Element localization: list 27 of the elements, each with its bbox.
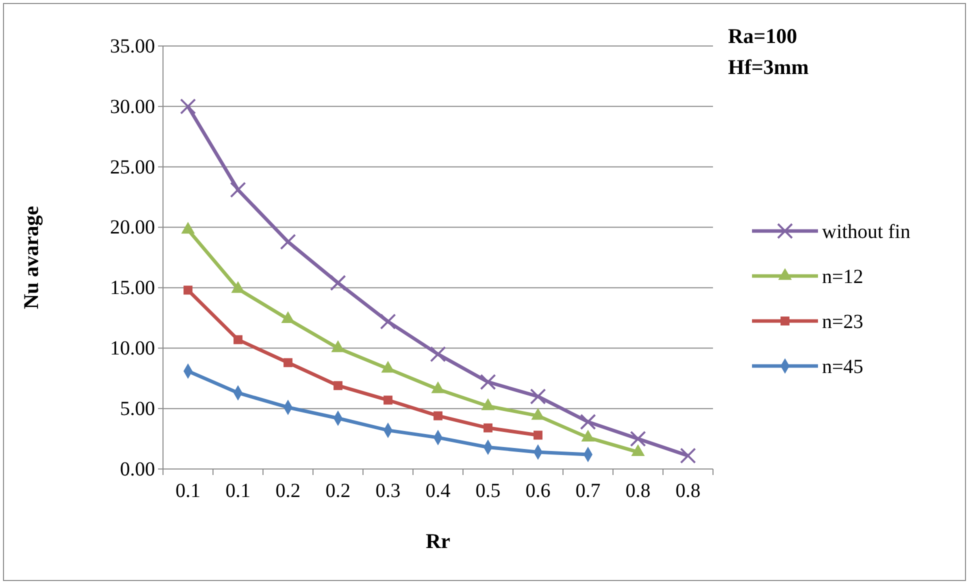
x-tick-label: 0.3 [376, 480, 400, 502]
text: Ra=100 [728, 24, 798, 48]
x-tick-label: 0.8 [626, 480, 650, 502]
x-tick-label: 0.6 [526, 480, 550, 502]
x-tick-label: 0.2 [276, 480, 300, 502]
y-tick-label: 35.00 [110, 35, 155, 58]
y-tick-label: 25.00 [110, 156, 155, 178]
legend-label: n=23 [822, 311, 864, 333]
y-tick-label: 20.00 [110, 216, 155, 239]
legend-label: n=45 [822, 356, 864, 378]
x-tick-label: 0.8 [676, 480, 700, 502]
x-tick-label: 0.1 [226, 480, 250, 502]
x-tick-label: 0.1 [176, 480, 200, 502]
legend-label: n=12 [822, 266, 864, 288]
y-tick-label: 5.00 [120, 398, 155, 420]
x-tick-label: 0.5 [476, 480, 500, 502]
x-tick-label: 0.2 [326, 480, 350, 502]
legend-label: without fin [822, 221, 910, 243]
x-tick-label: 0.7 [576, 480, 600, 502]
y-tick-label: 10.00 [110, 338, 155, 360]
y-axis-title: Nu avarage [19, 206, 43, 310]
x-tick-label: 0.4 [426, 480, 450, 502]
x-axis-title: Rr [426, 529, 450, 553]
y-tick-label: 30.00 [110, 96, 155, 118]
y-tick-label: 0.00 [120, 458, 155, 480]
y-tick-label: 15.00 [110, 277, 155, 300]
text: Hf=3mm [728, 55, 810, 79]
